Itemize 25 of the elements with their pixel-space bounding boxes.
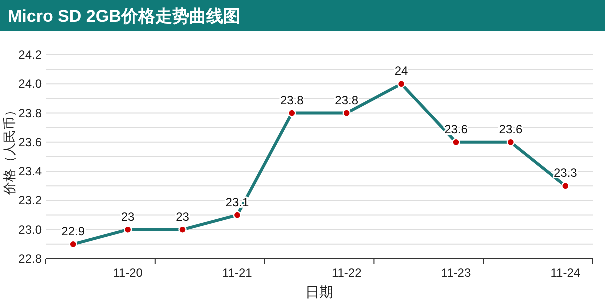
- y-tick-label: 23.8: [18, 106, 42, 120]
- y-tick-label: 23.0: [18, 222, 42, 237]
- y-tick-label: 24.0: [18, 77, 42, 92]
- x-tick-label: 11-23: [441, 266, 472, 280]
- data-label: 23: [176, 210, 190, 224]
- y-tick-label: 24.2: [18, 48, 42, 62]
- y-tick-label: 22.8: [18, 252, 42, 266]
- data-label: 23.6: [444, 122, 468, 136]
- x-tick-label: 11-22: [332, 266, 362, 280]
- data-label: 23: [121, 210, 136, 224]
- y-tick-label: 23.6: [18, 135, 42, 150]
- chart-title: Micro SD 2GB价格走势曲线图: [8, 7, 240, 26]
- data-label: 23.8: [280, 93, 304, 108]
- x-tick-label: 11-20: [113, 266, 144, 280]
- x-tick-label: 11-24: [550, 266, 581, 280]
- x-axis-title: 日期: [306, 284, 334, 300]
- data-label: 23.6: [499, 122, 523, 136]
- data-label: 24: [394, 64, 409, 78]
- x-tick-label: 11-21: [222, 266, 253, 280]
- data-label: 23.8: [335, 93, 359, 108]
- y-tick-label: 23.2: [18, 194, 42, 208]
- data-label: 22.9: [62, 224, 86, 238]
- y-axis-title: 价格（人民币）: [2, 104, 17, 196]
- data-label: 23.3: [554, 166, 578, 180]
- y-tick-label: 23.4: [18, 164, 42, 179]
